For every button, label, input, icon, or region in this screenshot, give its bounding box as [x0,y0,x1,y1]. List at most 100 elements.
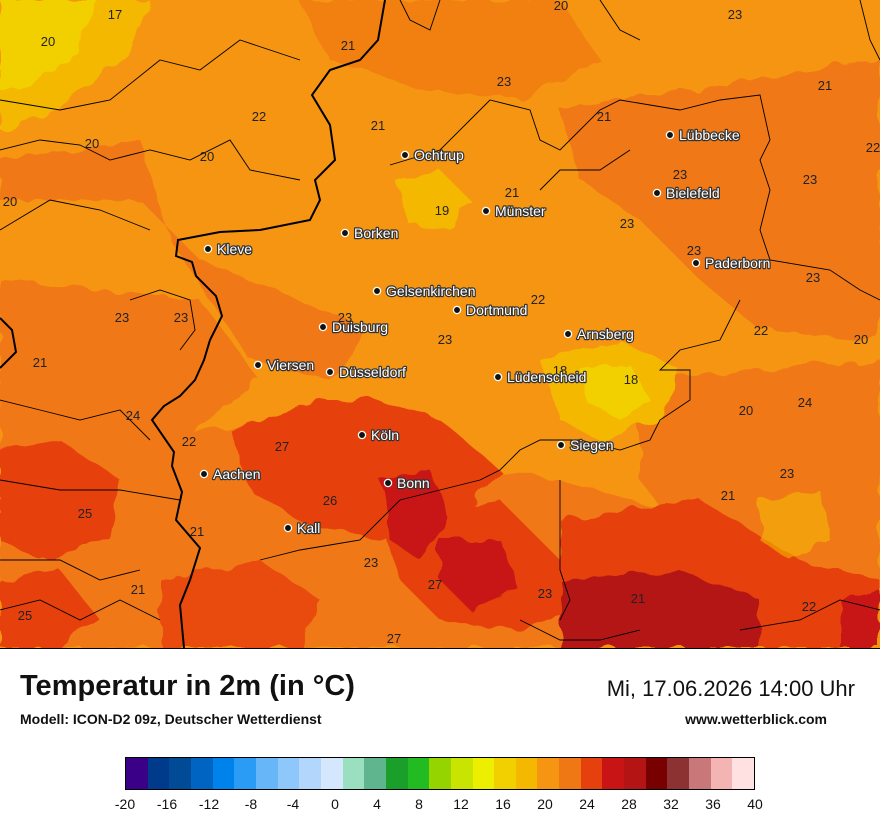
city-label: Kall [297,520,320,536]
temperature-value: 22 [252,109,266,124]
color-legend [125,757,755,790]
temperature-value: 23 [364,555,378,570]
city-dot [340,228,350,238]
city-bielefeld: Bielefeld [652,184,721,202]
legend-swatch [169,758,191,789]
temperature-value: 23 [174,310,188,325]
temperature-value: 20 [3,194,17,209]
legend-tick-label: 32 [663,796,679,812]
city-borken: Borken [340,224,400,242]
city-dot [665,130,675,140]
temperature-value: 21 [818,78,832,93]
temperature-value: 23 [803,172,817,187]
city-siegen: Siegen [556,436,615,454]
city-dot [452,305,462,315]
legend-swatch [450,758,473,789]
city-label: Lüdenscheid [507,369,586,385]
legend-swatch [342,758,365,789]
legend-swatch [299,758,321,789]
temperature-value: 23 [687,243,701,258]
city-dot [400,150,410,160]
legend-swatch [320,758,343,789]
temperature-value: 20 [854,332,868,347]
temperature-value: 23 [806,270,820,285]
legend-tick-label: -4 [286,796,300,812]
city-label: Ochtrup [414,147,464,163]
temperature-value: 27 [275,439,289,454]
temperature-value: 22 [802,599,816,614]
legend-swatch [732,758,755,789]
city-kleve: Kleve [203,240,253,258]
city-ochtrup: Ochtrup [400,146,465,164]
website-link[interactable]: www.wetterblick.com [685,711,827,727]
legend-swatch [602,758,625,789]
legend-swatch [364,758,386,789]
temperature-value: 24 [126,408,140,423]
legend-swatch [190,758,213,789]
temperature-value: 20 [85,136,99,151]
legend-swatch [429,758,451,789]
legend-tick-label: 24 [579,796,595,812]
city-label: Dortmund [466,302,527,318]
temperature-value: 21 [371,118,385,133]
temperature-labels: 17 20 21 20 23 23 21 22 21 21 20 20 19 21 22 23 23 23 23 23… [3,0,880,646]
city-köln: Köln [357,426,400,444]
temperature-value: 20 [41,34,55,49]
legend-tick-label: 16 [495,796,511,812]
city-gelsenkirchen: Gelsenkirchen [372,282,477,300]
city-dot [199,469,209,479]
legend-tick-label: 20 [537,796,553,812]
temperature-value: 25 [18,608,32,623]
legend-swatch [537,758,560,789]
temperature-value: 21 [631,591,645,606]
temperature-value: 23 [338,310,352,325]
legend-swatch [515,758,538,789]
city-dot [372,286,382,296]
temperature-value: 21 [597,109,611,124]
city-label: Borken [354,225,398,241]
temperature-value: 21 [33,355,47,370]
city-dot [691,258,701,268]
city-label: Köln [371,427,399,443]
city-bonn: Bonn [383,474,431,492]
city-lübbecke: Lübbecke [665,126,741,144]
legend-swatch [126,758,148,789]
legend-tick-label: -12 [198,796,220,812]
city-münster: Münster [481,202,547,220]
legend-swatch [147,758,170,789]
city-dot [493,372,503,382]
legend-swatch [645,758,668,789]
city-label: Aachen [213,466,260,482]
city-markers: Lübbecke Ochtrup Bielefeld Münster Borken Kle… [199,126,772,537]
temperature-value: 23 [115,310,129,325]
temperature-value: 20 [554,0,568,13]
temperature-value: 21 [190,524,204,539]
legend-tick-label: 12 [453,796,469,812]
city-label: Bonn [397,475,430,491]
temperature-value: 25 [78,506,92,521]
legend-swatch [255,758,278,789]
temperature-value: 23 [497,74,511,89]
legend-tick-label: 0 [331,796,339,812]
city-lüdenscheid: Lüdenscheid [493,368,588,386]
city-dot [383,478,393,488]
legend-swatch [580,758,603,789]
temperature-value: 18 [553,363,567,378]
temperature-map: 17 20 21 20 23 23 21 22 21 21 20 20 19 21 22 23 23 23 23 23… [0,0,880,649]
city-dot [481,206,491,216]
city-dot [357,430,367,440]
legend-swatch [277,758,300,789]
legend-tick-label: -20 [114,796,136,812]
temperature-value: 20 [200,149,214,164]
city-label: Gelsenkirchen [386,283,476,299]
city-label: Arnsberg [577,326,634,342]
city-viersen: Viersen [253,356,315,374]
temperature-value: 22 [754,323,768,338]
temperature-value: 27 [387,631,401,646]
legend-ticks: -20 -16 -12 -8 -4 0 4 8 12 16 20 24 28 32 36 40 [0,796,880,816]
city-dot [318,322,328,332]
city-label: Viersen [267,357,314,373]
temperature-value: 21 [505,185,519,200]
city-label: Münster [495,203,546,219]
temperature-map-canvas: 17 20 21 20 23 23 21 22 21 21 20 20 19 21 22 23 23 23 23 23… [0,0,880,648]
